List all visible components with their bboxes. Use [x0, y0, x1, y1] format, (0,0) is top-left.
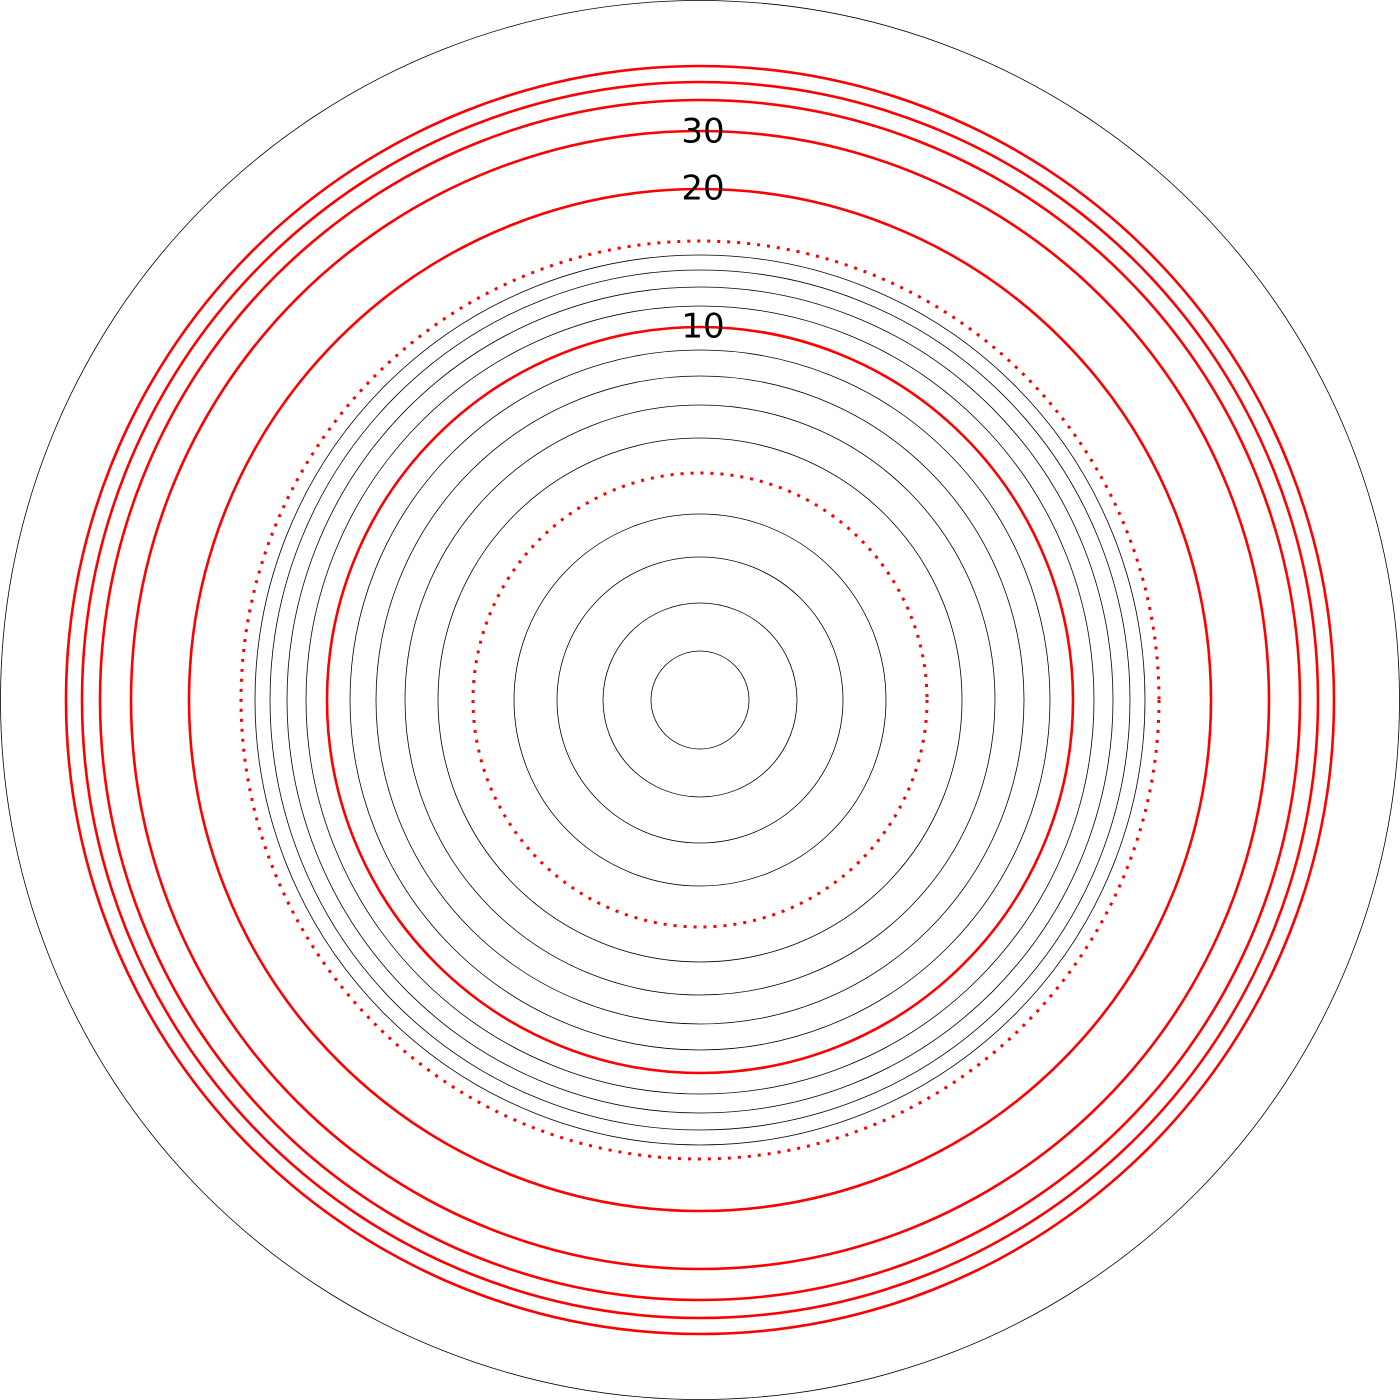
thin-black-ring: [602, 602, 798, 798]
thin-black-ring: [349, 349, 1051, 1051]
thin-black-ring: [513, 513, 887, 887]
thin-black-ring: [437, 437, 963, 963]
thin-black-ring: [556, 556, 844, 844]
red-solid-ring-6: [325, 325, 1075, 1075]
thin-black-ring: [286, 286, 1114, 1114]
red-solid-ring-4: [129, 129, 1271, 1271]
red-solid-ring-2: [80, 80, 1320, 1320]
red-dotted-ring: [471, 471, 929, 929]
thin-black-ring: [650, 650, 750, 750]
thin-black-ring: [254, 254, 1146, 1146]
thin-black-ring: [269, 269, 1131, 1131]
red-solid-ring-5: [187, 187, 1213, 1213]
red-solid-ring-1: [64, 64, 1336, 1336]
thin-black-ring: [375, 375, 1025, 1025]
red-solid-ring-3: [98, 98, 1302, 1302]
ring-label-10: 10: [681, 307, 724, 347]
ring-label-30: 30: [681, 112, 724, 152]
ring-label-20: 20: [681, 169, 724, 209]
red-dotted-ring: [239, 239, 1161, 1161]
thin-black-ring: [305, 305, 1095, 1095]
thin-black-ring: [404, 404, 996, 996]
